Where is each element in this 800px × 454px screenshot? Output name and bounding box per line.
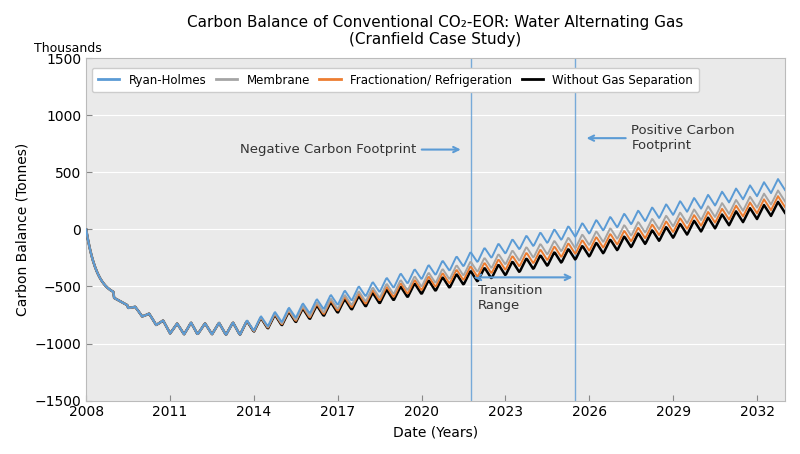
Membrane (612, 236, 622, 242)
Legend: Ryan-Holmes, Membrane, Fractionation/ Refrigeration, Without Gas Separation: Ryan-Holmes, Membrane, Fractionation/ Re… (92, 68, 699, 93)
Membrane (780, 199, 790, 204)
Text: Negative Carbon Footprint: Negative Carbon Footprint (240, 143, 458, 156)
Ryan-Holmes (506, 239, 516, 244)
Without Gas Separation (222, 332, 231, 337)
Membrane (82, 227, 91, 232)
Membrane (774, 188, 783, 193)
Ryan-Holmes (684, 206, 694, 212)
Text: Thousands: Thousands (34, 42, 102, 55)
Line: Fractionation/ Refrigeration: Fractionation/ Refrigeration (86, 196, 785, 335)
Without Gas Separation (82, 227, 91, 232)
Fractionation/ Refrigeration (506, 256, 516, 261)
Y-axis label: Carbon Balance (Tonnes): Carbon Balance (Tonnes) (15, 143, 29, 316)
Without Gas Separation (612, 247, 622, 253)
Membrane (124, 305, 134, 311)
Fractionation/ Refrigeration (124, 305, 134, 311)
Fractionation/ Refrigeration (488, 268, 498, 273)
Line: Without Gas Separation: Without Gas Separation (86, 202, 785, 335)
Ryan-Holmes (527, 242, 537, 247)
Fractionation/ Refrigeration (612, 242, 622, 247)
Fractionation/ Refrigeration (222, 332, 231, 337)
Ryan-Holmes (612, 225, 622, 230)
Text: Transition
Range: Transition Range (478, 284, 542, 312)
Ryan-Holmes (488, 252, 498, 258)
Ryan-Holmes (774, 176, 783, 182)
Line: Membrane: Membrane (86, 190, 785, 335)
Ryan-Holmes (780, 188, 790, 193)
Membrane (506, 250, 516, 256)
Fractionation/ Refrigeration (774, 193, 783, 199)
Fractionation/ Refrigeration (82, 227, 91, 232)
Fractionation/ Refrigeration (780, 204, 790, 210)
Without Gas Separation (780, 210, 790, 216)
Fractionation/ Refrigeration (527, 259, 537, 264)
Title: Carbon Balance of Conventional CO₂-EOR: Water Alternating Gas
(Cranfield Case St: Carbon Balance of Conventional CO₂-EOR: … (187, 15, 684, 47)
Membrane (527, 253, 537, 259)
X-axis label: Date (Years): Date (Years) (393, 425, 478, 439)
Membrane (488, 263, 498, 268)
Ryan-Holmes (82, 227, 91, 232)
Fractionation/ Refrigeration (684, 223, 694, 228)
Without Gas Separation (684, 229, 694, 234)
Ryan-Holmes (222, 332, 231, 337)
Without Gas Separation (124, 305, 134, 311)
Membrane (222, 332, 231, 337)
Without Gas Separation (774, 199, 783, 205)
Line: Ryan-Holmes: Ryan-Holmes (86, 179, 785, 335)
Membrane (684, 217, 694, 223)
Ryan-Holmes (124, 305, 134, 311)
Without Gas Separation (527, 265, 537, 270)
Without Gas Separation (488, 273, 498, 279)
Text: Positive Carbon
Footprint: Positive Carbon Footprint (589, 124, 735, 152)
Without Gas Separation (506, 261, 516, 266)
